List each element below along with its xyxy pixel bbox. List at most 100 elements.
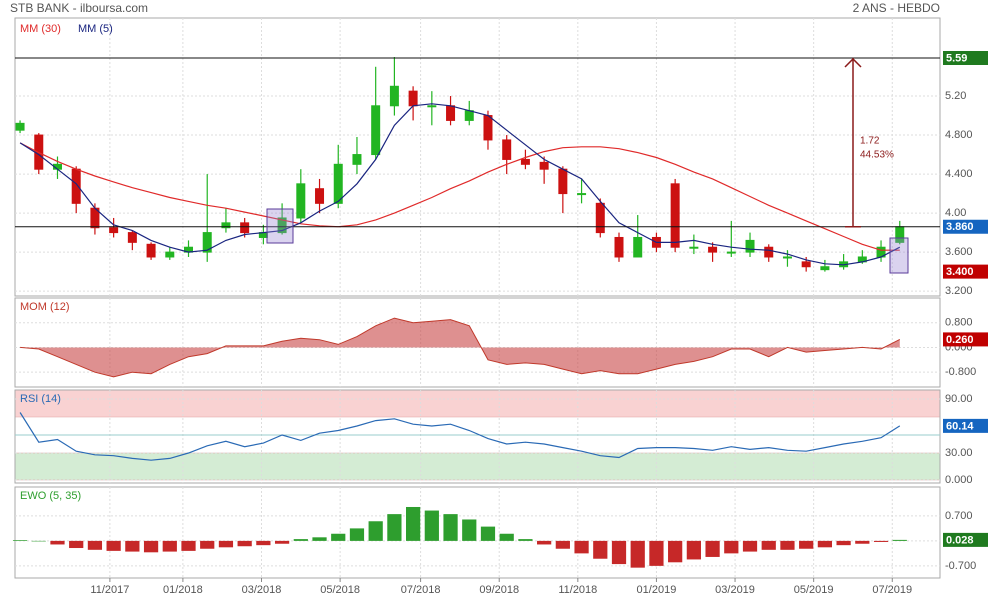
x-tick-label: 01/2019 <box>637 584 677 596</box>
value-label: 3.400 <box>946 266 974 278</box>
bar <box>106 540 121 551</box>
legend-entry: MM (30) <box>20 23 61 35</box>
y-tick-label: 3.200 <box>945 285 973 297</box>
bar <box>518 539 533 541</box>
candle-body <box>801 261 811 268</box>
candle-body <box>333 163 343 204</box>
bar <box>331 533 346 541</box>
y-tick-label: 0.800 <box>945 317 973 329</box>
plot-layer: 3.200 3.600 4.00 4.400 4.800 5.20 MM (30) MM (5… <box>12 17 976 596</box>
bar <box>368 521 383 541</box>
x-tick-label: 07/2019 <box>872 584 912 596</box>
bar <box>256 540 271 546</box>
bar <box>799 540 814 549</box>
x-tick-label: 05/2019 <box>794 584 834 596</box>
panel-title: RSI (14) <box>20 393 61 405</box>
value-label: 0.260 <box>946 334 974 346</box>
x-tick-label: 07/2018 <box>401 584 441 596</box>
y-tick-label: 3.600 <box>945 246 973 258</box>
candle-body <box>315 188 325 204</box>
bar <box>312 537 327 541</box>
bar <box>218 540 234 548</box>
bar <box>817 540 833 548</box>
bar <box>181 540 196 551</box>
y-tick-label: 4.800 <box>945 129 973 141</box>
bar <box>705 540 720 557</box>
moving-average-line <box>19 103 901 266</box>
bar <box>686 540 701 560</box>
x-tick-label: 09/2018 <box>479 584 519 596</box>
value-label-box <box>943 219 988 234</box>
panel-title: EWO (5, 35) <box>20 490 81 502</box>
candle-body <box>71 168 81 204</box>
x-tick-label: 11/2017 <box>90 584 129 596</box>
candle-body <box>745 239 755 253</box>
candle-body <box>633 236 643 258</box>
value-label: 0.028 <box>946 534 974 546</box>
bar <box>668 540 683 563</box>
candle-body <box>202 232 212 253</box>
candle-body <box>221 222 231 229</box>
candle-body <box>782 256 792 259</box>
candle-body <box>464 110 474 121</box>
candle-body <box>127 232 137 243</box>
x-tick-label: 03/2018 <box>242 584 282 596</box>
bar <box>462 519 477 541</box>
bar <box>69 540 84 549</box>
x-tick-label: 11/2018 <box>558 584 597 596</box>
bar <box>555 540 570 549</box>
candle-body <box>483 115 493 141</box>
bar <box>143 540 159 553</box>
area-line <box>20 317 901 378</box>
candle-body <box>277 217 287 234</box>
panel-frame <box>14 486 941 579</box>
candle-body <box>502 139 512 160</box>
bar <box>125 540 140 552</box>
y-tick-label: 5.20 <box>945 90 966 102</box>
chart-title: STB BANK - ilboursa.com <box>10 1 148 15</box>
candle-body <box>577 193 587 196</box>
bar <box>611 540 627 565</box>
bar <box>574 540 589 554</box>
candle-body <box>689 246 699 249</box>
y-tick-label: 90.00 <box>945 393 973 405</box>
candle-body <box>389 85 399 107</box>
candle-body <box>726 251 736 254</box>
legend-entry: MM (5) <box>78 23 113 35</box>
bar <box>237 540 252 547</box>
candle-body <box>520 158 530 165</box>
bar <box>274 540 290 544</box>
bar <box>480 526 496 541</box>
arrow-head <box>844 57 862 68</box>
value-label-box <box>943 264 988 279</box>
value-label-box <box>943 532 988 547</box>
bar <box>742 540 758 552</box>
candle-body <box>446 105 456 121</box>
bar <box>761 540 776 550</box>
panel-frame <box>14 17 941 297</box>
indicator-line <box>19 412 901 461</box>
value-label-box <box>943 50 988 65</box>
y-tick-label: -0.700 <box>945 560 976 572</box>
bar <box>892 539 907 541</box>
candle-body <box>146 243 156 258</box>
bar <box>780 540 795 550</box>
bar <box>499 533 514 541</box>
band <box>14 389 941 418</box>
bar <box>162 540 177 552</box>
candle-body <box>427 105 437 108</box>
candle-body <box>15 122 25 131</box>
candle-body <box>296 183 306 219</box>
bar <box>630 540 645 568</box>
annotation-text: 44.53% <box>860 150 894 161</box>
value-label-box <box>943 332 988 347</box>
value-label: 60.14 <box>946 420 974 432</box>
y-tick-label: 4.00 <box>945 207 966 219</box>
moving-average-line <box>19 142 900 251</box>
period: 2 ANS - HEBDO <box>853 1 940 15</box>
bar <box>649 540 664 566</box>
candle-body <box>109 227 119 234</box>
candle-body <box>352 154 362 165</box>
y-tick-label: 30.00 <box>945 447 973 459</box>
